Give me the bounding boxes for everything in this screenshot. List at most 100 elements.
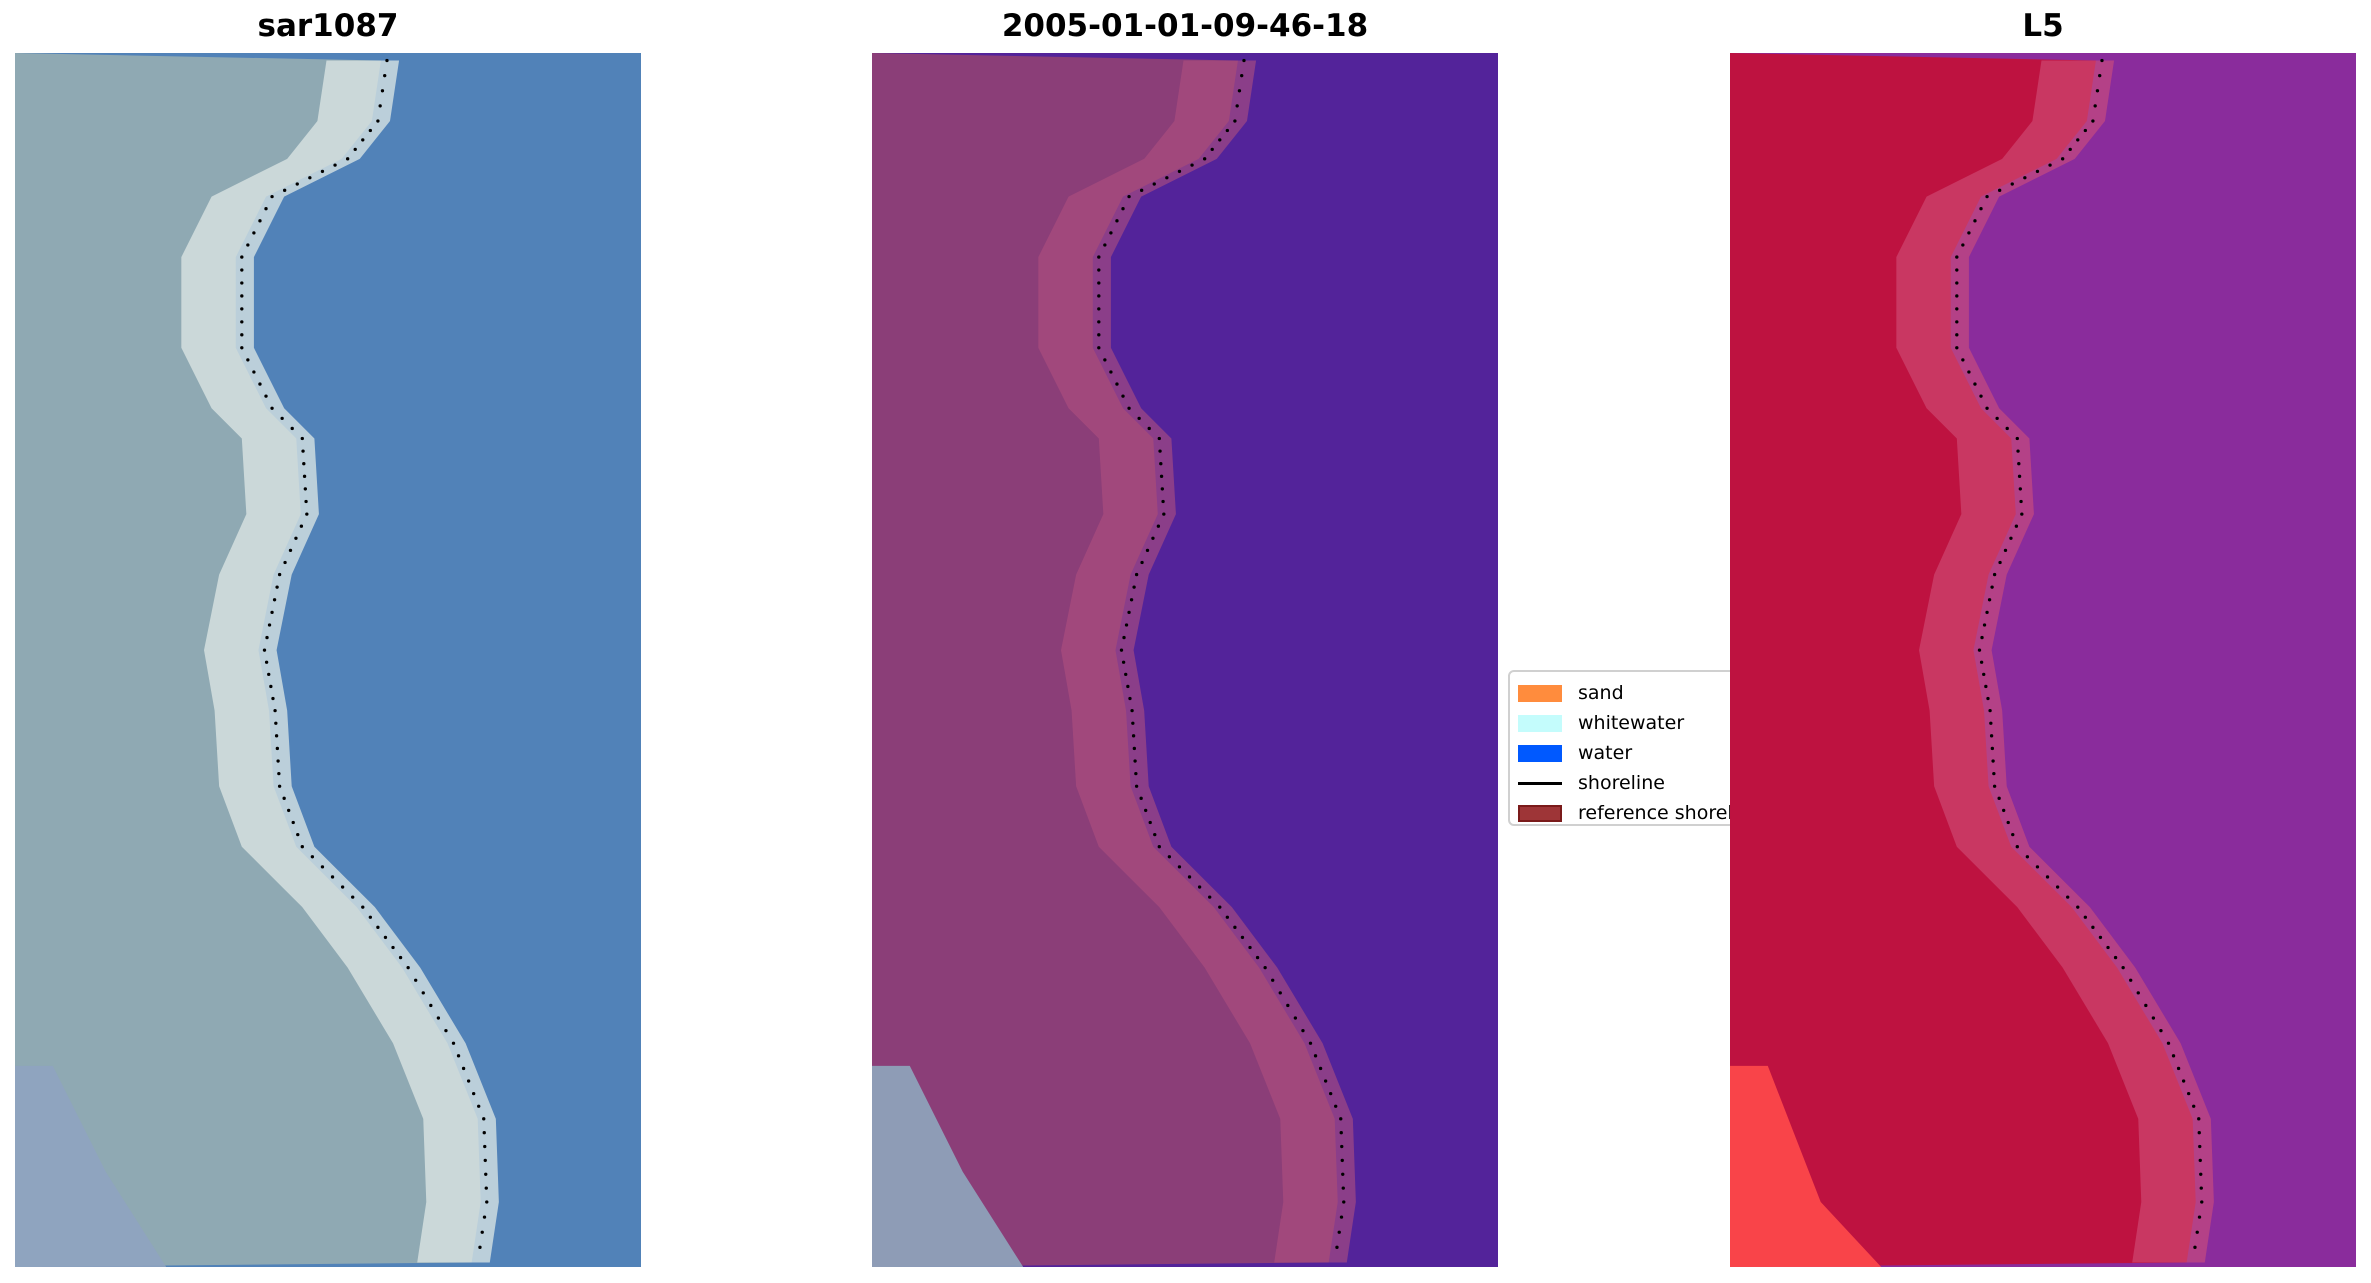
shoreline-point: [1097, 268, 1101, 272]
shoreline-point: [274, 721, 278, 725]
shoreline-point: [1151, 536, 1155, 540]
shoreline-point: [391, 945, 395, 950]
shoreline-point: [2017, 474, 2022, 478]
shoreline-point: [1115, 219, 1119, 223]
shoreline-point: [2083, 915, 2088, 919]
shoreline-point: [353, 147, 357, 152]
shoreline-point: [275, 585, 279, 589]
shoreline-point: [304, 499, 308, 504]
shoreline-point: [1997, 796, 2001, 800]
shoreline-point: [283, 560, 287, 565]
whitewater-swatch: [1518, 714, 1562, 732]
shoreline-point: [1313, 1054, 1318, 1058]
shoreline-point: [2023, 176, 2027, 180]
shoreline-point: [1339, 1131, 1343, 1135]
shoreline-point: [267, 672, 271, 677]
shoreline-point: [1985, 610, 1989, 615]
shoreline-point: [270, 406, 274, 410]
shoreline-point: [1134, 771, 1138, 776]
shoreline-point: [1153, 832, 1157, 837]
shoreline-point: [2010, 182, 2014, 186]
legend: sand whitewater water shoreline referenc…: [1508, 670, 1768, 826]
shoreline-point: [240, 281, 244, 285]
shoreline-point: [290, 426, 294, 431]
shoreline-point: [1097, 320, 1101, 324]
shoreline-point: [1165, 176, 1169, 180]
shoreline-point: [1177, 169, 1182, 174]
shoreline-point: [1961, 358, 1965, 362]
shoreline-point: [282, 796, 286, 800]
shoreline-point: [1103, 358, 1107, 362]
shoreline-point: [1318, 1066, 1323, 1071]
shoreline-point: [421, 991, 425, 995]
shoreline-point: [262, 648, 267, 652]
shoreline-point: [2159, 1028, 2163, 1033]
legend-item-whitewater: whitewater: [1518, 708, 1684, 738]
shoreline-point: [2129, 978, 2133, 982]
shoreline-point: [1235, 104, 1239, 108]
shoreline-point: [378, 104, 382, 108]
shoreline-point: [2166, 1041, 2171, 1045]
shoreline-point: [272, 598, 277, 602]
shoreline-point: [2187, 1091, 2191, 1096]
shoreline-point: [1218, 138, 1222, 142]
shoreline-point: [240, 268, 244, 272]
legend-item-water: water: [1518, 738, 1632, 768]
shoreline-point: [1162, 512, 1166, 516]
shoreline-point: [269, 684, 273, 689]
shoreline-point: [1115, 382, 1119, 386]
shoreline-point: [2011, 832, 2015, 837]
shoreline-point: [264, 207, 268, 211]
shoreline-point: [1202, 157, 1207, 161]
shoreline-point: [1109, 231, 1113, 235]
shoreline-point: [2098, 935, 2103, 940]
shoreline-point: [1152, 182, 1156, 186]
shoreline-point: [2035, 169, 2040, 174]
shoreline-point: [2106, 945, 2110, 950]
shoreline-point: [277, 784, 282, 788]
shoreline-point: [1979, 207, 1983, 211]
shoreline-point: [376, 119, 380, 123]
shoreline-point: [1955, 307, 1959, 311]
shoreline-point: [1278, 991, 1282, 995]
legend-item-shoreline: shoreline: [1518, 768, 1665, 798]
shoreline-point: [2197, 1117, 2201, 1121]
shoreline-point: [1984, 684, 1988, 689]
shoreline-point: [383, 74, 387, 78]
shoreline-point: [461, 1066, 466, 1071]
shoreline-point: [288, 548, 293, 553]
shoreline-point: [2181, 1079, 2186, 1083]
shoreline-point: [1240, 935, 1245, 940]
shoreline-point: [1187, 875, 1192, 879]
shoreline-point: [340, 885, 345, 889]
shoreline-point: [1131, 721, 1135, 725]
shoreline-point: [1132, 746, 1137, 751]
shoreline-point: [1097, 333, 1101, 337]
shoreline-point: [1992, 771, 1996, 776]
shoreline-point: [1979, 660, 1984, 664]
panel-title-date: 2005-01-01-09-46-18: [1001, 8, 1369, 44]
shoreline-point: [1334, 1104, 1338, 1108]
shoreline-point: [376, 925, 380, 930]
shoreline-point: [1097, 346, 1101, 350]
shoreline-point: [1329, 1091, 1333, 1096]
shoreline-point: [1134, 572, 1139, 577]
shoreline-point: [252, 231, 256, 235]
shoreline-point: [1097, 307, 1101, 311]
shoreline-point: [1177, 865, 1182, 869]
shoreline-point: [2016, 449, 2020, 453]
shoreline-point: [2197, 1215, 2202, 1219]
shoreline-point: [302, 474, 307, 478]
shoreline-point: [1167, 855, 1172, 859]
panel-l5-image: [1730, 53, 2356, 1267]
shoreline-point: [1342, 1200, 1346, 1204]
shoreline-point: [1341, 1186, 1345, 1190]
shoreline-point: [1992, 784, 1997, 788]
shoreline-point: [300, 436, 304, 441]
shoreline-point: [1337, 1230, 1341, 1234]
shoreline-point: [308, 176, 312, 180]
shoreline-point: [2025, 855, 2030, 859]
shoreline-point: [345, 157, 350, 161]
shoreline-point: [2048, 163, 2052, 167]
shoreline-point: [1955, 320, 1959, 324]
